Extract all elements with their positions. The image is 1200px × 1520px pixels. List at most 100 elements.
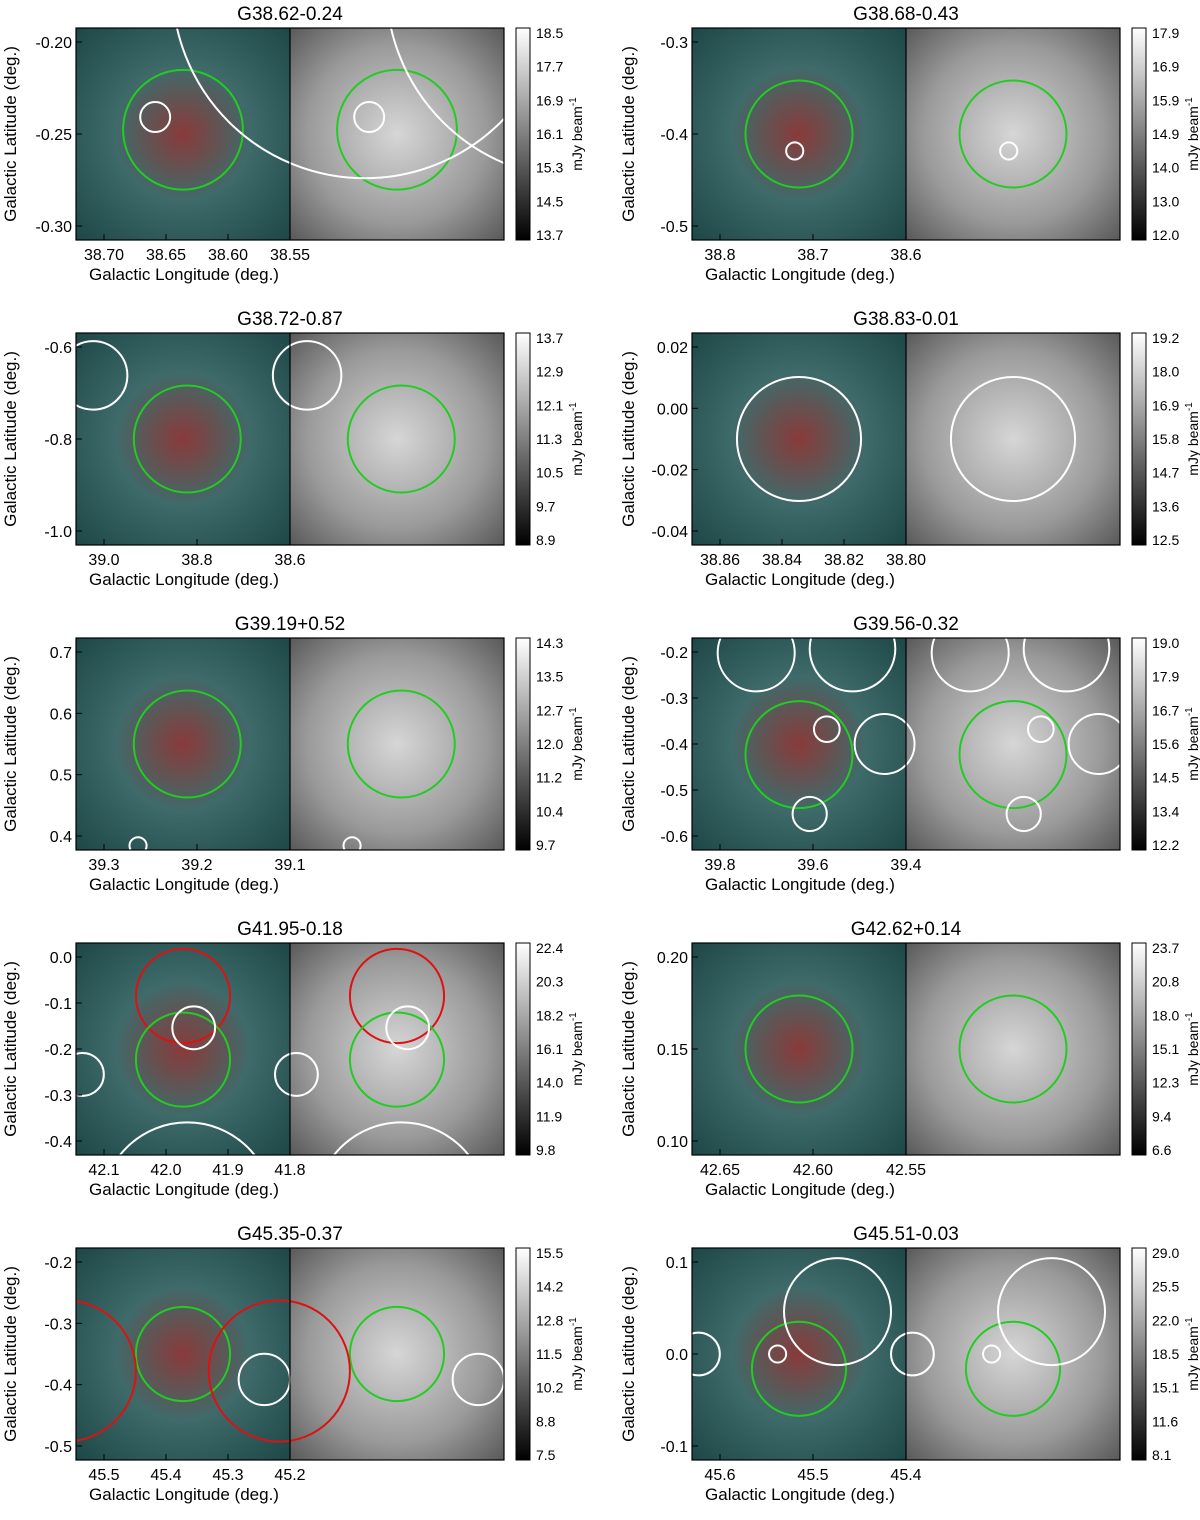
x-tick-label: 38.86 [700,552,740,569]
y-tick-label: -0.4 [660,737,688,754]
colorbar-tick-label: 11.6 [1152,1413,1178,1429]
green-region-circle [132,689,242,799]
y-tick-label: -0.3 [660,691,688,708]
panel: G39.19+0.520.70.60.50.439.3 39.2 39.1Galac… [1,614,585,894]
white-region-circle [1005,795,1042,833]
y-axis-label: Galactic Latitude (deg.) [1,961,20,1137]
colorbar-tick-label: 18.2 [536,1007,563,1023]
colorbar-tick-label: 12.0 [536,736,563,752]
infrared-image [692,28,906,240]
y-tick-label: 0.4 [50,829,72,846]
green-region-circle [958,700,1068,810]
colorbar [515,332,531,546]
y-tick-label: 0.7 [50,645,72,662]
y-tick-label: -0.4 [44,1378,72,1395]
panel: G39.56-0.32 -0.2 -0.3 -0.4 -0.5 -0.6 39.8 39.6 3… [619,614,1200,894]
x-tick-label: 42.0 [150,1162,181,1179]
colorbar-tick-label: 9.8 [536,1142,556,1158]
y-tick-label: -0.2 [44,1042,72,1059]
colorbar [515,27,531,241]
colorbar-tick-label: 14.0 [1152,160,1179,176]
colorbar-unit: mJy beam [569,1021,585,1086]
x-tick-label: 38.60 [208,247,248,264]
colorbar-tick-label: 18.0 [1152,1007,1179,1023]
white-region-circle [785,141,805,161]
y-tick-label: -0.2 [44,1255,72,1272]
colorbar-unit-exponent: -1 [568,402,579,411]
colorbar-tick-label: 10.5 [536,465,563,481]
colorbar [515,637,531,851]
x-axis-label: Galactic Longitude (deg.) [705,1485,895,1504]
white-region-circle [716,638,796,693]
radio-image [906,1248,1120,1460]
colorbar-tick-label: 19.0 [1152,635,1179,651]
colorbar-tick-label: 18.5 [1152,1346,1179,1362]
white-region-circle [128,836,148,850]
y-tick-label: -0.30 [36,219,73,236]
y-tick-label: -0.1 [660,1439,688,1456]
x-tick-label: 41.8 [274,1162,305,1179]
white-region-circle [76,1052,105,1097]
colorbar-tick-label: 15.3 [536,160,563,176]
white-region-circle [353,101,386,134]
y-tick-label: -0.5 [660,219,688,236]
x-tick-label: 45.4 [890,1467,921,1484]
green-region-circle [122,68,244,191]
y-tick-label: -0.8 [44,432,72,449]
colorbar-tick-label: 12.8 [536,1312,563,1328]
colorbar-tick-label: 13.7 [536,227,563,243]
x-tick-label: 38.55 [270,247,310,264]
colorbar [1131,637,1147,851]
x-axis-label: Galactic Longitude (deg.) [705,265,895,284]
colorbar-tick-label: 7.5 [536,1447,556,1463]
colorbar-unit: mJy beam [1185,411,1200,476]
red-region-circle [348,947,446,1045]
infrared-image [692,1248,906,1460]
colorbar-tick-label: 23.7 [1152,940,1179,956]
colorbar-tick-label: 14.5 [1152,770,1179,786]
colorbar-unit: mJy beam [569,411,585,476]
x-tick-label: 42.55 [886,1162,926,1179]
radio-image [290,638,504,850]
y-axis-label: Galactic Latitude (deg.) [1,1266,20,1442]
colorbar-tick-label: 9.7 [536,498,556,514]
red-region-circle [207,1299,351,1443]
colorbar-tick-label: 14.7 [1152,465,1179,481]
panel-title: G39.19+0.52 [235,614,345,635]
x-tick-label: 38.80 [886,552,926,569]
panel-title: G38.62-0.24 [237,4,343,25]
white-region-circle [176,28,504,180]
x-tick-label: 38.70 [84,247,124,264]
panel-title: G42.62+0.14 [851,919,962,940]
colorbar-tick-label: 6.6 [1152,1142,1172,1158]
x-tick-label: 38.6 [890,247,921,264]
colorbar-unit-exponent: -1 [1184,97,1195,106]
colorbar-tick-label: 22.4 [536,940,563,956]
y-axis-label: Galactic Latitude (deg.) [1,351,20,527]
panel-title: G38.72-0.87 [237,309,343,330]
colorbar-unit: mJy beam [569,1326,585,1391]
colorbar-tick-label: 14.9 [1152,126,1179,142]
colorbar-unit-exponent: -1 [568,1012,579,1021]
x-tick-label: 38.65 [146,247,186,264]
y-tick-label: -1.0 [44,524,72,541]
white-region-circle [768,1344,788,1364]
white-region-circle [171,1005,217,1051]
white-region-circle [271,340,343,411]
colorbar-tick-label: 12.5 [1152,532,1179,548]
colorbar-unit-label: mJy beam-1 [1184,1012,1200,1086]
x-tick-label: 39.6 [797,857,828,874]
green-region-circle [346,384,456,494]
x-tick-label: 45.3 [212,1467,243,1484]
colorbar-tick-label: 8.9 [536,532,556,548]
x-axis-label: Galactic Longitude (deg.) [89,265,279,284]
red-region-circle [76,1300,137,1442]
colorbar-tick-label: 15.8 [1152,431,1179,447]
colorbar-unit-exponent: -1 [1184,1317,1195,1326]
y-tick-label: 0.00 [657,401,688,418]
x-tick-label: 39.2 [181,857,212,874]
colorbar-tick-label: 19.2 [1152,330,1179,346]
white-region-circle [1022,638,1111,693]
